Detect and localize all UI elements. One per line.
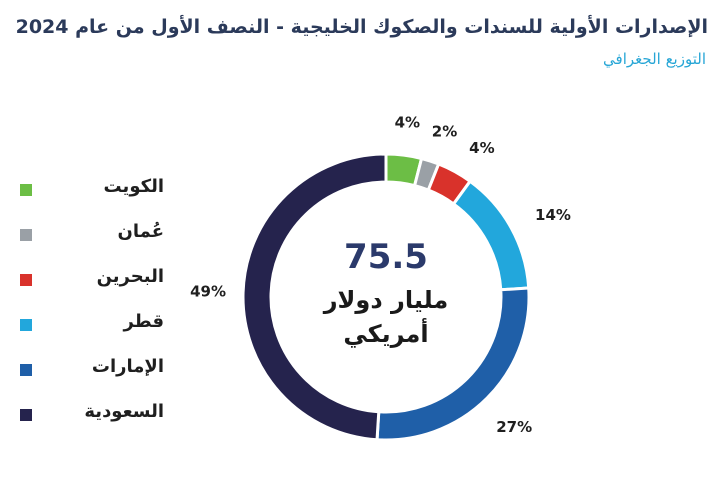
percent-label-oman: 2% [432, 122, 457, 140]
legend-label-qatar: قطر [123, 311, 164, 332]
legend-item-uae: الإمارات [20, 356, 180, 401]
legend-item-kuwait: الكويت [20, 176, 180, 221]
center-unit-line1: مليار دولار [323, 286, 449, 314]
donut-slices [241, 152, 531, 442]
legend-swatch-qatar [20, 319, 32, 331]
percent-label-saudi: 49% [190, 283, 226, 301]
percent-label-kuwait: 4% [395, 113, 420, 131]
slice-qatar [451, 179, 531, 292]
chart-title: الإصدارات الأولية للسندات والصكوك الخليج… [15, 16, 708, 38]
legend-item-saudi: السعودية [20, 401, 180, 446]
center-unit-line2: أمريكي [343, 318, 428, 348]
chart-subtitle: التوزيع الجغرافي [603, 50, 706, 68]
legend-swatch-kuwait [20, 184, 32, 196]
percent-label-bahrain: 4% [469, 139, 494, 157]
legend-label-oman: عُمان [117, 221, 165, 242]
legend: الكويت عُمان البحرين قطر الإمارات السعود… [20, 176, 180, 446]
percent-label-qatar: 14% [535, 206, 571, 224]
legend-label-bahrain: البحرين [96, 266, 164, 287]
center-total-value: 75.5 [344, 237, 428, 277]
percent-label-uae: 27% [496, 418, 532, 436]
legend-swatch-oman [20, 229, 32, 241]
legend-swatch-uae [20, 364, 32, 376]
legend-item-bahrain: البحرين [20, 266, 180, 311]
legend-label-saudi: السعودية [84, 401, 164, 422]
slice-saudi [241, 152, 388, 442]
legend-item-oman: عُمان [20, 221, 180, 266]
legend-label-uae: الإمارات [91, 356, 164, 377]
legend-item-qatar: قطر [20, 311, 180, 356]
legend-swatch-bahrain [20, 274, 32, 286]
percent-labels: 4% 2% 4% 14% 27% 49% [190, 113, 571, 436]
legend-label-kuwait: الكويت [103, 176, 165, 197]
legend-swatch-saudi [20, 409, 32, 421]
